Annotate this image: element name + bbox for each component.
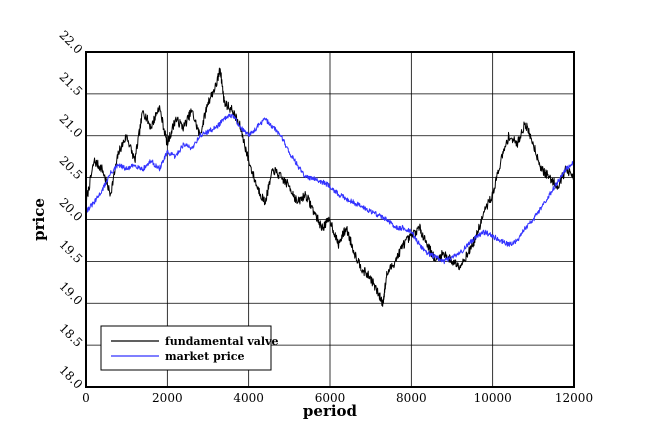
plot-frame bbox=[85, 51, 575, 388]
y-tick-label: 18.5 bbox=[57, 321, 86, 350]
x-tick-label: 2000 bbox=[152, 391, 183, 405]
legend-box bbox=[100, 325, 272, 371]
y-tick-label: 19.5 bbox=[57, 237, 86, 266]
series-line-fundamental-valve bbox=[85, 67, 575, 307]
x-tick-label: 10000 bbox=[474, 391, 512, 405]
x-tick-label: 4000 bbox=[233, 391, 264, 405]
y-tick-label: 22.0 bbox=[57, 28, 86, 57]
y-axis-ticks: 18.0 18.5 19.0 19.5 20.0 20.5 21.0 21.5 22.0 bbox=[57, 28, 86, 392]
legend-label-fundamental-valve: fundamental valve bbox=[165, 335, 279, 348]
x-axis-title: period bbox=[303, 402, 358, 420]
x-tick-label: 6000 bbox=[315, 391, 346, 405]
y-tick-label: 19.0 bbox=[57, 279, 86, 308]
series-layer bbox=[85, 67, 575, 307]
y-tick-label: 20.0 bbox=[57, 195, 86, 224]
x-tick-label: 0 bbox=[82, 391, 90, 405]
y-tick-label: 20.5 bbox=[57, 153, 86, 182]
series-line-market-price bbox=[85, 113, 575, 265]
legend: fundamental valve market price bbox=[100, 325, 279, 371]
y-tick-label: 21.5 bbox=[57, 70, 86, 99]
x-tick-label: 12000 bbox=[555, 391, 593, 405]
y-axis-title: price bbox=[30, 198, 48, 241]
y-tick-label: 18.0 bbox=[57, 363, 86, 392]
x-tick-label: 8000 bbox=[396, 391, 427, 405]
y-tick-label: 21.0 bbox=[57, 112, 86, 141]
legend-label-market-price: market price bbox=[165, 350, 244, 363]
x-axis-ticks: 0 2000 4000 6000 8000 10000 12000 bbox=[82, 391, 593, 405]
